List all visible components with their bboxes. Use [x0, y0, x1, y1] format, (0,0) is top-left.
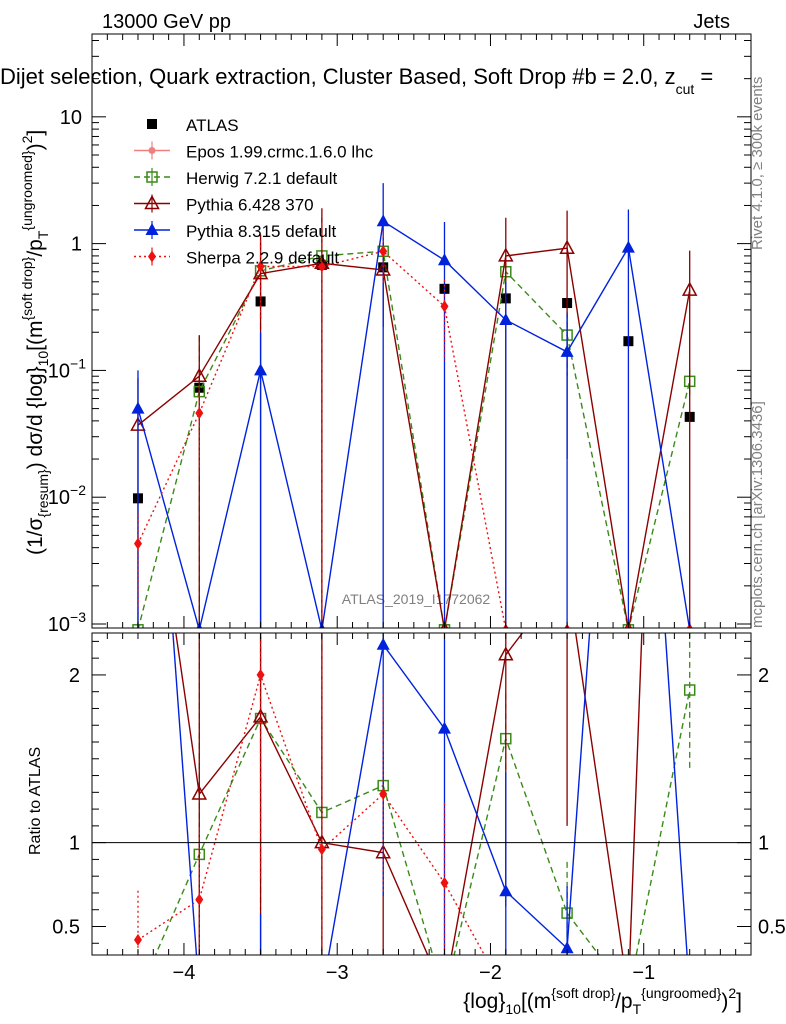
sherpa-ratio-point: [195, 893, 204, 906]
legend-marker-sherpa: [148, 250, 156, 263]
sherpa-point: [256, 260, 265, 273]
ratio-y-tick-label-right: 2: [758, 665, 769, 687]
pythia8-point: [131, 401, 145, 414]
main-y-tick-label: 10−1: [48, 355, 86, 382]
main-y-tick-label: 10−3: [48, 609, 86, 636]
pythia8-line: [137, 220, 691, 628]
herwig-ratio-line: [154, 689, 691, 955]
pythia6-point: [681, 281, 698, 296]
ratio-y-tick-label-right: 0.5: [758, 916, 786, 938]
sherpa-ratio-point: [440, 876, 449, 889]
pythia8-point: [621, 240, 635, 253]
pythia8-point: [560, 344, 574, 357]
pythia8-point: [437, 253, 451, 266]
main-y-tick-label: 10−2: [48, 482, 86, 509]
mcplots-label: mcplots.cern.ch [arXiv:1306.3436]: [749, 401, 766, 628]
herwig-ratio-point: [683, 684, 696, 696]
pythia8-point: [376, 214, 390, 227]
pythia8-ratio-point: [560, 941, 574, 954]
pythia8-point: [499, 312, 513, 325]
legend-marker-herwig: [146, 171, 158, 183]
category-label: Jets: [693, 11, 730, 33]
sherpa-point: [440, 300, 449, 313]
legend-label-atlas: ATLAS: [186, 116, 239, 135]
pythia6-point: [559, 239, 575, 254]
main-panel-series: [130, 183, 698, 628]
pythia6-point: [191, 367, 208, 382]
main-panel-frame: [91, 33, 752, 629]
analysis-watermark: ATLAS_2019_I1772062: [342, 591, 491, 607]
legend-label-pythia8: Pythia 8.315 default: [186, 222, 337, 241]
legend-label-pythia6: Pythia 6.428 370: [186, 196, 314, 215]
sherpa-point: [379, 245, 388, 258]
main-y-axis-title: (1/σ{resum}) dσ/d {log}10[(m{soft drop}/…: [19, 130, 51, 555]
pythia6-ratio-line: [175, 633, 643, 955]
sherpa-ratio-point: [379, 788, 388, 800]
selection-sub: cut: [676, 81, 695, 97]
main-y-tick-label: 10: [60, 107, 82, 129]
ratio-panel-series: [133, 633, 696, 955]
energy-label: 13000 GeV pp: [102, 11, 231, 33]
pythia6-line: [137, 247, 691, 628]
sherpa-ratio-point: [317, 843, 326, 856]
sherpa-point: [317, 260, 326, 273]
sherpa-ratio-line: [137, 672, 486, 955]
sherpa-point: [195, 407, 204, 420]
sherpa-line: [137, 250, 507, 628]
sherpa-point: [133, 537, 142, 550]
selection-main: Dijet selection, Quark extraction, Clust…: [0, 64, 676, 89]
pythia8-ratio-point: [376, 637, 390, 650]
x-tick-label: −1: [632, 962, 655, 984]
pythia8-ratio-point: [437, 721, 451, 734]
legend-marker-pythia8: [145, 223, 159, 235]
ratio-panel-frame: [91, 632, 752, 956]
ratio-y-axis-label: Ratio to ATLAS: [27, 747, 44, 855]
pythia8-ratio-point: [499, 884, 513, 897]
ratio-y-tick-label-right: 1: [758, 833, 769, 855]
sherpa-ratio-point: [133, 933, 142, 946]
pythia6-ratio-point: [498, 646, 514, 661]
ratio-y-tick-label-left: 2: [69, 665, 80, 687]
legend: ATLAS Epos 1.99.crmc.1.6.0 lhc Herwig 7.2.…: [134, 116, 374, 268]
main-y-axis-label: (1/σ{resum}) dσ/d {log}10[(m{soft drop}/…: [19, 130, 51, 555]
rivet-version-label: Rivet 4.1.0, ≥ 300k events: [749, 77, 766, 250]
x-tick-label: −3: [326, 962, 349, 984]
main-y-tick-label: 1: [71, 234, 82, 256]
pythia8-ratio-line: [172, 633, 688, 955]
pythia8-point: [254, 363, 268, 376]
pythia6-point: [498, 247, 514, 262]
x-tick-label: −2: [479, 962, 502, 984]
x-axis-label: {log}10[(m{soft drop}/pT{ungroomed})2]: [463, 985, 742, 1017]
ratio-y-tick-label-left: 0.5: [52, 916, 80, 938]
herwig-line: [137, 250, 691, 628]
pythia6-ratio-point: [191, 785, 208, 800]
sherpa-ratio-point: [256, 668, 265, 681]
selection-tail: =: [694, 64, 713, 89]
legend-marker-atlas: [147, 119, 157, 129]
selection-label: Dijet selection, Quark extraction, Clust…: [0, 64, 713, 97]
legend-label-epos: Epos 1.99.crmc.1.6.0 lhc: [186, 143, 374, 162]
legend-marker-epos: [148, 147, 156, 154]
legend-marker-pythia6: [144, 194, 160, 210]
legend-label-sherpa: Sherpa 2.2.9 default: [186, 249, 339, 268]
axes: −4 −3 −2 −1 10−3 10−2 10−1 1 10 0.5 0.5 1 1 2 2: [48, 33, 786, 984]
legend-label-herwig: Herwig 7.2.1 default: [186, 169, 337, 188]
x-tick-label: −4: [173, 962, 196, 984]
ratio-y-tick-label-left: 1: [69, 833, 80, 855]
